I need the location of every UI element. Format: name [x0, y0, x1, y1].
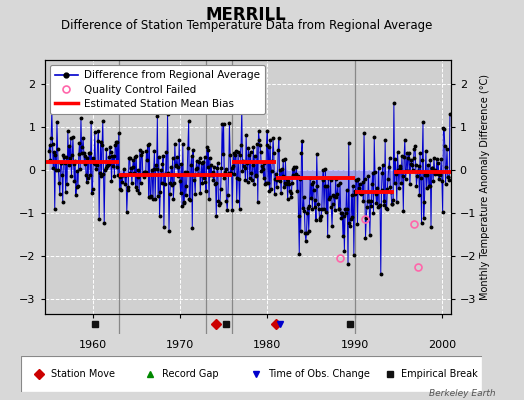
- Text: Record Gap: Record Gap: [161, 369, 218, 379]
- Text: 2000: 2000: [428, 340, 456, 350]
- Text: Difference of Station Temperature Data from Regional Average: Difference of Station Temperature Data f…: [61, 20, 432, 32]
- Y-axis label: Monthly Temperature Anomaly Difference (°C): Monthly Temperature Anomaly Difference (…: [481, 74, 490, 300]
- Legend: Difference from Regional Average, Quality Control Failed, Estimated Station Mean: Difference from Regional Average, Qualit…: [50, 65, 265, 114]
- Text: 1970: 1970: [166, 340, 194, 350]
- Text: MERRILL: MERRILL: [206, 6, 287, 24]
- Text: Berkeley Earth: Berkeley Earth: [429, 389, 495, 398]
- Text: Empirical Break: Empirical Break: [401, 369, 478, 379]
- Text: 1990: 1990: [341, 340, 369, 350]
- Text: 1980: 1980: [253, 340, 281, 350]
- Text: Time of Obs. Change: Time of Obs. Change: [268, 369, 369, 379]
- Text: 1960: 1960: [79, 340, 107, 350]
- Text: Station Move: Station Move: [51, 369, 115, 379]
- FancyBboxPatch shape: [21, 356, 482, 392]
